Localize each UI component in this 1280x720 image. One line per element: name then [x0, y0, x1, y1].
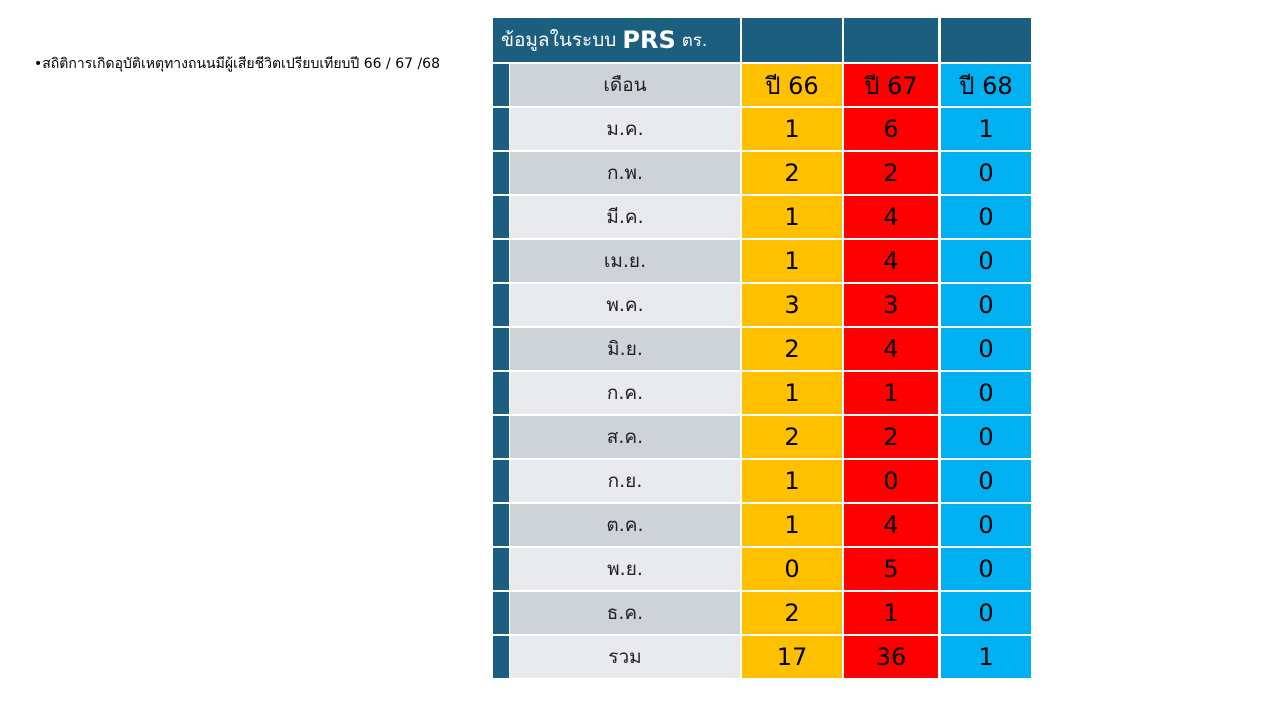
column-header: ปี 68 [941, 64, 1031, 106]
value-cell: 0 [941, 416, 1031, 458]
title-text: ข้อมูลในระบบ [501, 29, 617, 51]
value-cell: 17 [742, 636, 842, 678]
value-cell: 1 [742, 372, 842, 414]
row-strip [493, 64, 509, 106]
month-cell: มิ.ย. [510, 328, 740, 370]
value-cell: 4 [844, 240, 938, 282]
value-cell: 3 [742, 284, 842, 326]
table-title: ข้อมูลในระบบ PRS ตร. [493, 18, 740, 62]
value-cell: 2 [742, 328, 842, 370]
row-strip [493, 196, 509, 238]
month-cell: ก.ค. [510, 372, 740, 414]
value-cell: 2 [742, 416, 842, 458]
value-cell: 1 [941, 108, 1031, 150]
value-cell: 4 [844, 196, 938, 238]
value-cell: 0 [941, 592, 1031, 634]
value-cell: 1 [742, 240, 842, 282]
value-cell: 4 [844, 504, 938, 546]
month-cell: ธ.ค. [510, 592, 740, 634]
month-cell: ก.ย. [510, 460, 740, 502]
month-cell: เม.ย. [510, 240, 740, 282]
month-cell: รวม [510, 636, 740, 678]
value-cell: 0 [941, 548, 1031, 590]
column-header: ปี 66 [742, 64, 842, 106]
row-strip [493, 152, 509, 194]
row-strip [493, 636, 509, 678]
row-strip [493, 328, 509, 370]
row-strip [493, 504, 509, 546]
header-cell [941, 18, 1031, 62]
value-cell: 1 [742, 460, 842, 502]
value-cell: 0 [941, 372, 1031, 414]
value-cell: 0 [941, 240, 1031, 282]
month-cell: ส.ค. [510, 416, 740, 458]
value-cell: 4 [844, 328, 938, 370]
row-strip [493, 372, 509, 414]
value-cell: 2 [844, 152, 938, 194]
row-strip [493, 548, 509, 590]
value-cell: 0 [941, 196, 1031, 238]
bullet-paragraph: •สถิติการเกิดอุบัติเหตุทางถนนมีผู้เสียชี… [34, 56, 440, 72]
value-cell: 3 [844, 284, 938, 326]
column-header: ปี 67 [844, 64, 938, 106]
bullet-text: สถิติการเกิดอุบัติเหตุทางถนนมีผู้เสียชีว… [42, 56, 440, 72]
month-cell: พ.ย. [510, 548, 740, 590]
value-cell: 6 [844, 108, 938, 150]
column-header: เดือน [510, 64, 740, 106]
title-text: ตร. [681, 30, 708, 51]
value-cell: 1 [844, 372, 938, 414]
month-cell: พ.ค. [510, 284, 740, 326]
value-cell: 0 [941, 460, 1031, 502]
row-strip [493, 108, 509, 150]
value-cell: 1 [844, 592, 938, 634]
value-cell: 1 [742, 504, 842, 546]
month-cell: ม.ค. [510, 108, 740, 150]
month-cell: ก.พ. [510, 152, 740, 194]
value-cell: 0 [941, 504, 1031, 546]
row-strip [493, 240, 509, 282]
header-cell [742, 18, 842, 62]
value-cell: 0 [941, 328, 1031, 370]
title-text: PRS [622, 26, 676, 54]
value-cell: 2 [844, 416, 938, 458]
value-cell: 1 [742, 108, 842, 150]
row-strip [493, 416, 509, 458]
value-cell: 0 [742, 548, 842, 590]
value-cell: 5 [844, 548, 938, 590]
month-cell: มี.ค. [510, 196, 740, 238]
value-cell: 36 [844, 636, 938, 678]
row-strip [493, 592, 509, 634]
value-cell: 2 [742, 592, 842, 634]
value-cell: 2 [742, 152, 842, 194]
value-cell: 0 [941, 284, 1031, 326]
value-cell: 0 [941, 152, 1031, 194]
value-cell: 1 [742, 196, 842, 238]
month-cell: ต.ค. [510, 504, 740, 546]
value-cell: 0 [844, 460, 938, 502]
row-strip [493, 284, 509, 326]
row-strip [493, 460, 509, 502]
value-cell: 1 [941, 636, 1031, 678]
header-cell [844, 18, 938, 62]
